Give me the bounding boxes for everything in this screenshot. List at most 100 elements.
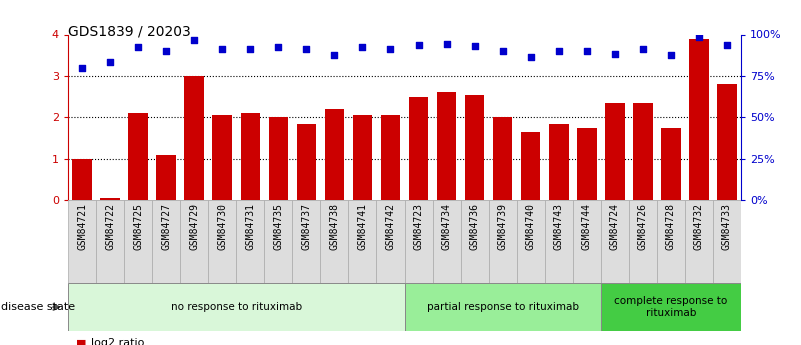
Point (692, 34, 705, 40)
Bar (573, 200, 601, 283)
Point (356, 44, 369, 50)
Bar (405, 283, 601, 331)
Text: GSM84727: GSM84727 (161, 203, 171, 249)
Bar (713, 200, 741, 283)
Bar (549, 124, 569, 200)
Text: GSM84726: GSM84726 (638, 203, 648, 249)
Bar (437, 92, 457, 200)
Point (104, 59, 117, 65)
Text: log2 ratio: log2 ratio (91, 338, 144, 345)
Text: GSM84728: GSM84728 (666, 203, 676, 249)
Bar (489, 200, 517, 283)
Text: GSM84744: GSM84744 (582, 203, 592, 249)
Bar (601, 283, 741, 331)
Bar (100, 198, 120, 200)
Text: GSM84724: GSM84724 (610, 203, 620, 249)
Point (413, 42, 425, 48)
Point (525, 54, 537, 60)
Text: GSM84741: GSM84741 (357, 203, 368, 249)
Point (580, 48, 593, 54)
Bar (633, 103, 653, 200)
Bar (601, 200, 629, 283)
Text: GSM84722: GSM84722 (105, 203, 115, 249)
Bar (433, 200, 461, 283)
Bar (376, 200, 405, 283)
Text: complete response to
rituximab: complete response to rituximab (614, 296, 727, 318)
Point (609, 51, 622, 56)
Bar (380, 115, 400, 200)
Point (468, 43, 481, 49)
Bar (689, 39, 709, 200)
Bar (180, 200, 208, 283)
Point (216, 46, 229, 51)
Point (75, 65, 89, 70)
Point (665, 52, 678, 58)
Bar (128, 113, 148, 200)
Bar (268, 117, 288, 200)
Bar (409, 97, 429, 200)
Bar (124, 200, 152, 283)
Text: GSM84730: GSM84730 (217, 203, 227, 249)
Bar (352, 115, 372, 200)
Bar (657, 200, 685, 283)
Bar (320, 200, 348, 283)
Text: GSM84732: GSM84732 (694, 203, 704, 249)
Bar (405, 200, 433, 283)
Point (384, 46, 397, 51)
Bar (152, 200, 180, 283)
Bar (96, 200, 124, 283)
Bar (72, 159, 92, 200)
Bar (717, 84, 737, 200)
Bar (465, 95, 485, 200)
Text: disease state: disease state (1, 302, 75, 312)
Bar (577, 128, 597, 200)
Bar (493, 117, 513, 200)
Point (441, 41, 453, 46)
Text: GSM84731: GSM84731 (245, 203, 256, 249)
Bar (605, 103, 625, 200)
Point (300, 46, 312, 51)
Bar (685, 200, 713, 283)
Text: GSM84738: GSM84738 (329, 203, 340, 249)
Text: partial response to rituximab: partial response to rituximab (427, 302, 578, 312)
Text: GSM84729: GSM84729 (189, 203, 199, 249)
Point (160, 48, 173, 54)
Bar (240, 113, 260, 200)
Point (720, 42, 733, 48)
Text: GSM84739: GSM84739 (497, 203, 508, 249)
Bar (348, 200, 376, 283)
Point (497, 48, 509, 54)
Bar (521, 132, 541, 200)
Text: GSM84733: GSM84733 (722, 203, 732, 249)
Bar (68, 200, 96, 283)
Text: GSM84725: GSM84725 (133, 203, 143, 249)
Bar (324, 109, 344, 200)
Bar (264, 200, 292, 283)
Point (272, 44, 285, 50)
Bar (517, 200, 545, 283)
Bar (184, 76, 204, 200)
Text: ■: ■ (76, 338, 87, 345)
Point (131, 44, 145, 50)
Text: GSM84742: GSM84742 (385, 203, 396, 249)
Bar (629, 200, 657, 283)
Bar (292, 200, 320, 283)
Text: GSM84723: GSM84723 (413, 203, 424, 249)
Text: GSM84735: GSM84735 (273, 203, 284, 249)
Bar (212, 115, 232, 200)
Bar (661, 128, 681, 200)
Bar (545, 200, 573, 283)
Text: GSM84734: GSM84734 (441, 203, 452, 249)
Point (328, 52, 341, 58)
Bar (236, 200, 264, 283)
Text: GSM84740: GSM84740 (525, 203, 536, 249)
Bar (68, 283, 405, 331)
Text: GSM84743: GSM84743 (553, 203, 564, 249)
Bar (296, 124, 316, 200)
Bar (156, 155, 176, 200)
Point (553, 48, 566, 54)
Point (244, 46, 256, 51)
Bar (208, 200, 236, 283)
Point (636, 46, 649, 51)
Text: GSM84737: GSM84737 (301, 203, 312, 249)
